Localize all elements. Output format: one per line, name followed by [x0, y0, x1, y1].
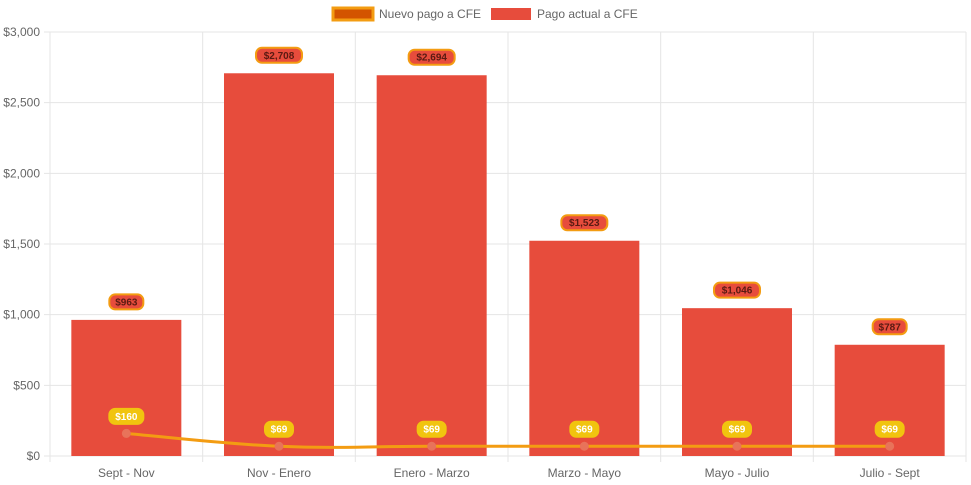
line-point[interactable]	[885, 441, 895, 451]
bar-value-label: $963	[108, 293, 145, 311]
bar-value-label-text: $787	[879, 322, 902, 333]
legend-swatch-bar	[491, 8, 531, 20]
line-value-label-bg	[264, 420, 294, 438]
data-labels: $963 $2,708 $2,694 $1,523 $1,046 $787 $160 $69 $…	[108, 46, 908, 438]
bar-value-label: $2,708	[255, 46, 303, 64]
bar-value-label: $1,523	[560, 214, 609, 232]
bar[interactable]	[376, 75, 487, 457]
legend: Nuevo pago a CFE Pago actual a CFE	[331, 6, 638, 22]
x-tick-label: Enero - Marzo	[394, 466, 470, 480]
line-point[interactable]	[732, 441, 742, 451]
y-tick-label: $3,000	[3, 25, 40, 39]
legend-item-bar[interactable]: Pago actual a CFE	[491, 7, 638, 21]
line-value-label-text: $69	[576, 425, 593, 436]
bar-value-label-bg	[255, 46, 303, 64]
legend-label-line: Nuevo pago a CFE	[379, 7, 481, 21]
bar-value-label-bg	[407, 48, 456, 66]
bar-value-label: $2,694	[407, 48, 456, 66]
axes: $0 $500 $1,000 $1,500 $2,000 $2,500 $3,000 Sept…	[3, 25, 920, 480]
x-tick-label: Mayo - Julio	[705, 466, 770, 480]
bar-value-label-bg	[713, 281, 761, 299]
line-value-label-text: $69	[729, 425, 746, 436]
line-value-label: $69	[874, 420, 905, 438]
line-value-label-bg	[874, 420, 905, 438]
bar[interactable]	[224, 73, 334, 456]
line-series	[121, 428, 895, 451]
line-value-label-text: $69	[271, 425, 288, 436]
bar[interactable]	[834, 344, 945, 456]
grid	[44, 31, 967, 462]
bar-value-label-bg	[871, 318, 908, 336]
line-point[interactable]	[427, 441, 437, 451]
line-value-label-text: $69	[423, 425, 440, 436]
legend-label-bar: Pago actual a CFE	[537, 7, 638, 21]
line-value-label: $69	[569, 420, 600, 438]
line-point[interactable]	[579, 441, 589, 451]
y-tick-label: $500	[13, 378, 40, 392]
line-value-label: $69	[722, 420, 752, 438]
y-tick-label: $2,000	[3, 166, 40, 180]
line-value-label-bg	[108, 407, 145, 425]
line-value-label: $160	[108, 407, 145, 425]
bar-value-label-text: $1,523	[569, 218, 600, 229]
line-value-label-text: $69	[881, 425, 898, 436]
bar[interactable]	[529, 240, 640, 456]
y-tick-label: $1,000	[3, 308, 40, 322]
y-tick-label: $1,500	[3, 237, 40, 251]
bar-value-label-text: $2,708	[264, 51, 295, 62]
x-tick-label: Julio - Sept	[860, 466, 921, 480]
bar-value-label-bg	[108, 293, 145, 311]
bar-value-label-text: $963	[115, 297, 138, 308]
bar-series	[71, 73, 945, 457]
bar-value-label: $1,046	[713, 281, 761, 299]
bar-value-label-bg	[560, 214, 609, 232]
line-value-label-text: $160	[115, 412, 138, 423]
legend-item-line[interactable]: Nuevo pago a CFE	[331, 6, 481, 22]
y-tick-label: $0	[27, 449, 41, 463]
line-value-label-bg	[722, 420, 752, 438]
line-point[interactable]	[274, 441, 284, 451]
y-tick-label: $2,500	[3, 96, 40, 110]
legend-swatch-line	[331, 6, 375, 22]
line-value-label-bg	[569, 420, 600, 438]
x-tick-label: Sept - Nov	[98, 466, 155, 480]
x-tick-label: Marzo - Mayo	[548, 466, 622, 480]
bar-value-label: $787	[871, 318, 908, 336]
line-value-label-bg	[416, 420, 447, 438]
line-value-label: $69	[416, 420, 447, 438]
bar-value-label-text: $1,046	[722, 286, 753, 297]
bar-value-label-text: $2,694	[416, 53, 447, 64]
line-path	[126, 431, 890, 449]
line-point[interactable]	[121, 428, 131, 438]
line-value-label: $69	[264, 420, 294, 438]
x-tick-label: Nov - Enero	[247, 466, 311, 480]
